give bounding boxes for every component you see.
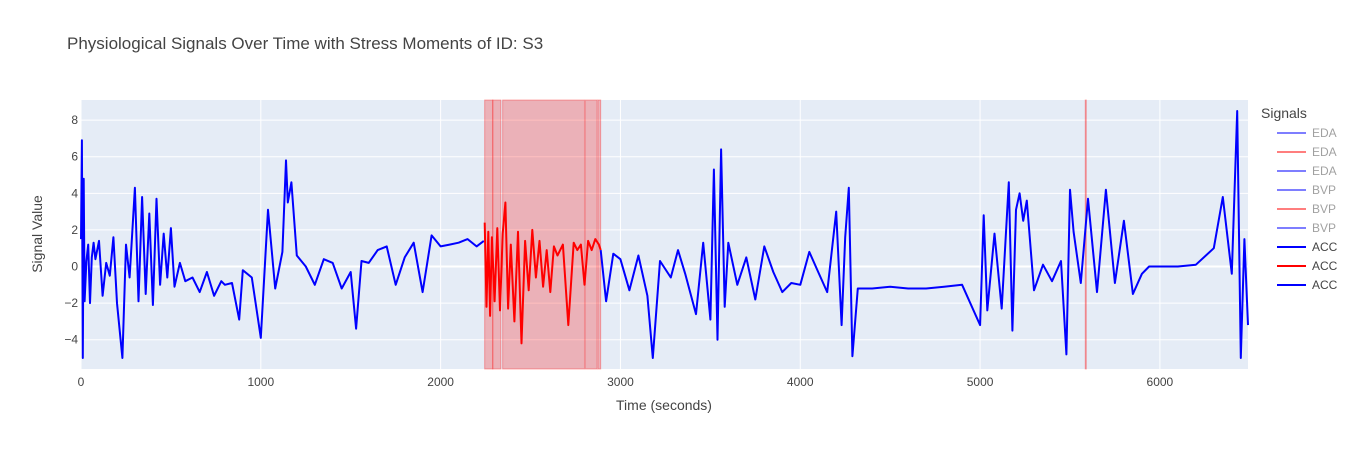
stress-regions bbox=[484, 99, 1087, 370]
x-tick-label: 1000 bbox=[247, 375, 274, 389]
x-tick-label: 2000 bbox=[427, 375, 454, 389]
legend-item-bvp[interactable]: BVP bbox=[1277, 221, 1336, 235]
series-line-acc-3 bbox=[599, 110, 1249, 359]
legend-item-acc[interactable]: ACC bbox=[1277, 240, 1338, 254]
stress-region bbox=[584, 99, 598, 370]
x-tick-label: 3000 bbox=[607, 375, 634, 389]
x-axis-title: Time (seconds) bbox=[616, 397, 712, 413]
legend[interactable]: EDA EDA EDA BVP BVP BVP ACC ACC ACC bbox=[1277, 126, 1338, 292]
legend-item-eda[interactable]: EDA bbox=[1277, 164, 1337, 178]
legend-item-bvp[interactable]: BVP bbox=[1277, 202, 1336, 216]
legend-item-acc[interactable]: ACC bbox=[1277, 259, 1338, 273]
y-tick-label: −2 bbox=[64, 296, 78, 310]
legend-title: Signals bbox=[1261, 105, 1307, 121]
legend-label: BVP bbox=[1312, 202, 1336, 216]
grid bbox=[80, 100, 1248, 369]
x-tick-label: 4000 bbox=[787, 375, 814, 389]
x-tick-label: 5000 bbox=[967, 375, 994, 389]
plot-area bbox=[81, 100, 1248, 369]
x-tick-label: 6000 bbox=[1147, 375, 1174, 389]
y-axis-title: Signal Value bbox=[29, 195, 45, 273]
y-tick-label: 6 bbox=[71, 150, 78, 164]
series-group bbox=[80, 110, 1249, 359]
legend-label: EDA bbox=[1312, 164, 1337, 178]
legend-label: EDA bbox=[1312, 126, 1337, 140]
legend-label: ACC bbox=[1312, 240, 1338, 254]
legend-label: ACC bbox=[1312, 259, 1338, 273]
y-tick-label: 0 bbox=[71, 260, 78, 274]
legend-label: ACC bbox=[1312, 278, 1338, 292]
series-line-acc-1 bbox=[80, 139, 485, 359]
y-axis-ticks: −4 −2 0 2 4 6 8 bbox=[64, 113, 78, 347]
stress-region bbox=[502, 99, 585, 370]
x-axis-ticks: 0 1000 2000 3000 4000 5000 6000 bbox=[78, 375, 1174, 389]
y-tick-label: 8 bbox=[71, 113, 78, 127]
legend-item-eda[interactable]: EDA bbox=[1277, 126, 1337, 140]
legend-label: BVP bbox=[1312, 183, 1336, 197]
y-tick-label: −4 bbox=[64, 333, 78, 347]
y-tick-label: 4 bbox=[71, 186, 78, 200]
y-tick-label: 2 bbox=[71, 223, 78, 237]
stress-region bbox=[597, 99, 602, 370]
legend-item-bvp[interactable]: BVP bbox=[1277, 183, 1336, 197]
legend-label: BVP bbox=[1312, 221, 1336, 235]
series-line-acc-2 bbox=[483, 201, 602, 345]
legend-item-eda[interactable]: EDA bbox=[1277, 145, 1337, 159]
x-tick-label: 0 bbox=[78, 375, 85, 389]
legend-item-acc[interactable]: ACC bbox=[1277, 278, 1338, 292]
legend-label: EDA bbox=[1312, 145, 1337, 159]
chart-title: Physiological Signals Over Time with Str… bbox=[67, 34, 543, 53]
